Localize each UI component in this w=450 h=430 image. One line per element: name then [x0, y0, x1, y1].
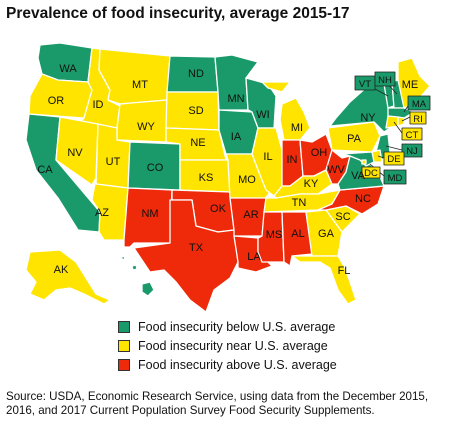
state-label-de: DE [387, 154, 400, 165]
state-label-ak: AK [54, 264, 69, 276]
state-label-ny: NY [360, 112, 376, 124]
state-label-ct: CT [406, 130, 419, 141]
state-label-mn: MN [227, 93, 244, 105]
legend-label-above: Food insecurity above U.S. average [138, 357, 337, 372]
state-label-ia: IA [231, 131, 242, 143]
state-label-ri: RI [413, 114, 423, 125]
state-label-ca: CA [37, 164, 53, 176]
legend-swatch-near [118, 339, 130, 352]
state-label-vt: VT [359, 79, 371, 90]
state-label-ar: AR [243, 209, 258, 221]
state-label-az: AZ [95, 207, 109, 219]
state-label-wa: WA [59, 63, 77, 75]
state-label-ok: OK [210, 203, 227, 215]
state-label-fl: FL [338, 265, 351, 277]
state-label-sd: SD [188, 105, 203, 117]
state-label-la: LA [247, 251, 261, 263]
label-box-nj [401, 143, 423, 158]
state-label-nm: NM [141, 208, 158, 220]
callout-line-de [377, 155, 385, 159]
state-ri [397, 116, 405, 127]
state-label-wv: WV [327, 164, 345, 176]
state-label-il: IL [263, 151, 272, 163]
state-label-nj: NJ [406, 146, 418, 157]
state-label-oh: OH [311, 147, 328, 159]
state-ar [229, 197, 267, 237]
state-label-ut: UT [106, 156, 121, 168]
state-label-id: ID [93, 99, 104, 111]
callout-line-ri [401, 116, 411, 122]
state-ak [25, 249, 111, 305]
state-label-mi: MI [291, 122, 303, 134]
state-label-nh: NH [378, 75, 392, 86]
state-ct [385, 115, 399, 129]
state-label-nv: NV [67, 147, 83, 159]
label-box-ri [409, 111, 427, 125]
state-label-ks: KS [199, 172, 214, 184]
state-hi [119, 255, 155, 297]
state-label-al: AL [291, 228, 304, 240]
label-box-nh [374, 71, 396, 87]
map-title: Prevalence of food insecurity, average 2… [6, 5, 350, 22]
legend-label-near: Food insecurity near U.S. average [138, 338, 328, 353]
state-label-nc: NC [355, 193, 371, 205]
state-tx [133, 199, 239, 313]
state-label-dc: DC [364, 168, 378, 179]
source-note: Source: USDA, Economic Research Service,… [6, 390, 429, 417]
legend-item-below: Food insecurity below U.S. average [118, 317, 337, 336]
state-label-nd: ND [188, 68, 204, 80]
state-label-or: OR [48, 95, 65, 107]
legend-swatch-above [118, 358, 130, 371]
state-label-ga: GA [318, 228, 335, 240]
state-label-mt: MT [132, 79, 148, 91]
callout-line-nj [385, 145, 403, 151]
state-label-sc: SC [335, 211, 350, 223]
state-wy [116, 99, 168, 143]
state-dc [361, 159, 367, 165]
label-box-de [383, 151, 405, 166]
state-label-me: ME [402, 79, 419, 91]
state-label-md: MD [388, 173, 403, 184]
label-box-md [383, 169, 407, 185]
state-label-wy: WY [137, 121, 155, 133]
legend-swatch-below [118, 320, 130, 333]
state-label-tn: TN [292, 197, 307, 209]
state-label-in: IN [287, 154, 298, 166]
state-shapes [25, 42, 431, 313]
state-label-wi: WI [256, 109, 269, 121]
label-box-ma [407, 95, 431, 111]
map-legend: Food insecurity below U.S. average Food … [118, 317, 337, 374]
state-labels: WA OR CA ID NV MT WY UT AZ CO NM ND SD N… [37, 63, 426, 277]
us-state-map: WA OR CA ID NV MT WY UT AZ CO NM ND SD N… [25, 42, 431, 313]
state-label-tx: TX [189, 242, 204, 254]
state-label-ky: KY [304, 178, 319, 190]
state-label-mo: MO [238, 174, 256, 186]
state-label-co: CO [147, 162, 164, 174]
legend-item-near: Food insecurity near U.S. average [118, 336, 337, 355]
state-fl [291, 255, 357, 305]
state-mt [98, 48, 171, 105]
state-label-ms: MS [266, 229, 283, 241]
legend-label-below: Food insecurity below U.S. average [138, 319, 336, 334]
callout-line-ct [393, 121, 403, 134]
legend-item-above: Food insecurity above U.S. average [118, 355, 337, 374]
label-box-ct [401, 127, 423, 141]
state-nv [55, 116, 99, 186]
state-nc [317, 185, 385, 215]
callout-boxes [354, 71, 431, 185]
label-box-dc [361, 166, 381, 179]
state-label-ma: MA [412, 99, 427, 110]
state-label-pa: PA [347, 133, 362, 145]
state-ma [387, 107, 415, 119]
state-mi [261, 81, 311, 141]
state-label-va: VA [351, 170, 366, 182]
state-label-ne: NE [190, 137, 205, 149]
